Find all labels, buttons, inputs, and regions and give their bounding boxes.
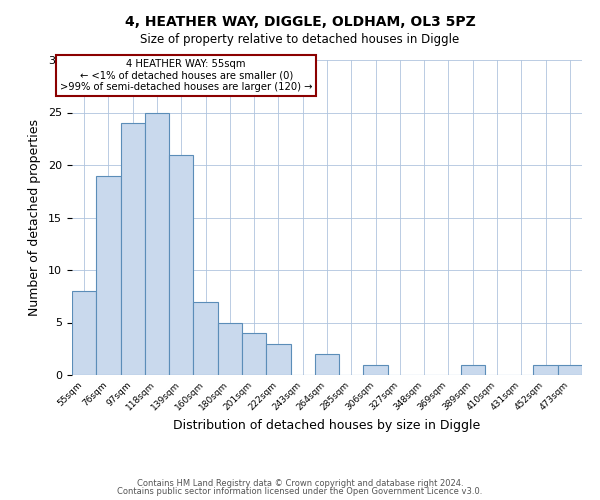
Bar — [72, 291, 96, 375]
Y-axis label: Number of detached properties: Number of detached properties — [28, 119, 41, 316]
Bar — [193, 302, 218, 375]
Bar — [145, 112, 169, 375]
Bar — [266, 344, 290, 375]
Bar — [558, 364, 582, 375]
Text: 4 HEATHER WAY: 55sqm
← <1% of detached houses are smaller (0)
>99% of semi-detac: 4 HEATHER WAY: 55sqm ← <1% of detached h… — [60, 59, 313, 92]
Bar — [242, 333, 266, 375]
Bar — [96, 176, 121, 375]
Bar — [364, 364, 388, 375]
Text: Contains HM Land Registry data © Crown copyright and database right 2024.: Contains HM Land Registry data © Crown c… — [137, 478, 463, 488]
Text: Size of property relative to detached houses in Diggle: Size of property relative to detached ho… — [140, 32, 460, 46]
X-axis label: Distribution of detached houses by size in Diggle: Distribution of detached houses by size … — [173, 419, 481, 432]
Text: 4, HEATHER WAY, DIGGLE, OLDHAM, OL3 5PZ: 4, HEATHER WAY, DIGGLE, OLDHAM, OL3 5PZ — [125, 15, 475, 29]
Bar — [121, 123, 145, 375]
Bar — [169, 154, 193, 375]
Bar — [315, 354, 339, 375]
Text: Contains public sector information licensed under the Open Government Licence v3: Contains public sector information licen… — [118, 487, 482, 496]
Bar — [461, 364, 485, 375]
Bar — [533, 364, 558, 375]
Bar — [218, 322, 242, 375]
